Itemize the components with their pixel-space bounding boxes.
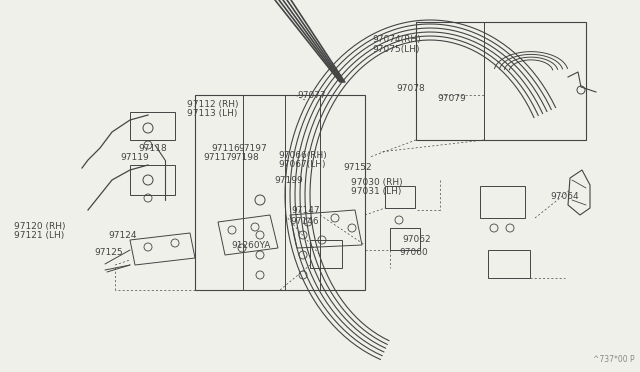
Text: 97064: 97064 xyxy=(550,192,579,201)
Text: 97152: 97152 xyxy=(343,163,372,172)
Text: 97124: 97124 xyxy=(109,231,138,240)
Text: 97074(RH): 97074(RH) xyxy=(372,35,421,44)
Text: 97198: 97198 xyxy=(230,153,259,162)
Text: 91260YA: 91260YA xyxy=(232,241,271,250)
Text: 97077: 97077 xyxy=(298,91,326,100)
Text: 97075(LH): 97075(LH) xyxy=(372,45,420,54)
Text: 97120 (RH): 97120 (RH) xyxy=(14,222,65,231)
Text: 97197: 97197 xyxy=(239,144,268,153)
Text: 97030 (RH): 97030 (RH) xyxy=(351,178,403,187)
Text: 97117: 97117 xyxy=(204,153,232,162)
Bar xyxy=(488,250,530,278)
Bar xyxy=(310,240,342,268)
Text: 97147: 97147 xyxy=(291,206,320,215)
Bar xyxy=(385,186,415,208)
Text: 97078: 97078 xyxy=(397,84,426,93)
Bar xyxy=(195,95,365,290)
Bar xyxy=(130,165,175,195)
Text: 97116: 97116 xyxy=(211,144,240,153)
Text: ^737*00 P: ^737*00 P xyxy=(593,355,635,364)
Text: 97067(LH): 97067(LH) xyxy=(278,160,326,169)
Text: 97066(RH): 97066(RH) xyxy=(278,151,327,160)
Text: 97112 (RH): 97112 (RH) xyxy=(187,100,238,109)
Text: 97113 (LH): 97113 (LH) xyxy=(187,109,237,118)
Text: 97121 (LH): 97121 (LH) xyxy=(14,231,65,240)
Text: 97031 (LH): 97031 (LH) xyxy=(351,187,401,196)
Text: 97062: 97062 xyxy=(402,235,431,244)
Text: 97125: 97125 xyxy=(95,248,124,257)
Bar xyxy=(480,186,525,218)
Text: 97119: 97119 xyxy=(120,153,149,162)
Text: 97060: 97060 xyxy=(399,248,428,257)
Text: 97079: 97079 xyxy=(437,94,466,103)
Bar xyxy=(390,228,420,250)
Bar xyxy=(416,22,586,140)
Bar xyxy=(130,112,175,140)
Text: 97118: 97118 xyxy=(138,144,167,153)
Text: 97146: 97146 xyxy=(290,217,319,226)
Text: 97199: 97199 xyxy=(274,176,303,185)
